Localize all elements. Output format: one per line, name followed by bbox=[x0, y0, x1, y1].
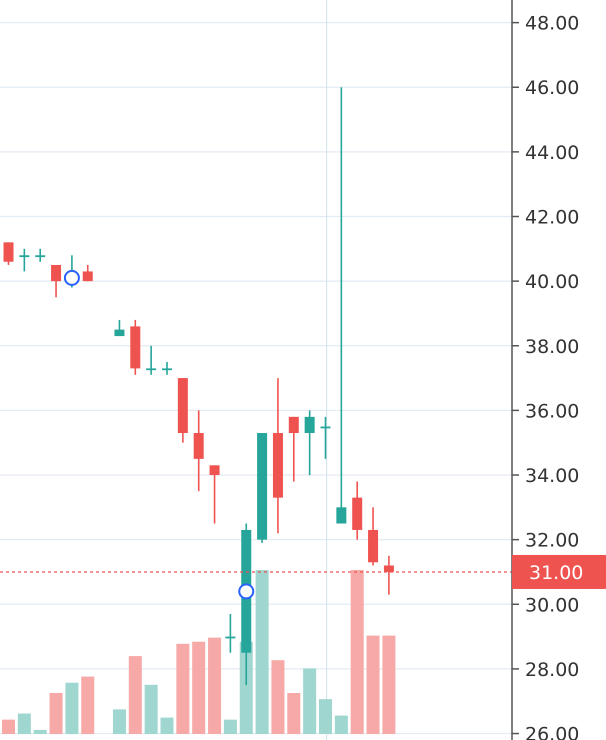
volume-bar bbox=[303, 668, 317, 734]
candle-body[interactable] bbox=[272, 433, 283, 498]
y-tick-label: 34.00 bbox=[525, 465, 579, 487]
volume-bars bbox=[2, 570, 396, 734]
volume-bar bbox=[366, 635, 380, 734]
volume-bar bbox=[255, 570, 269, 734]
y-tick-label: 26.00 bbox=[525, 724, 579, 740]
candle-body[interactable] bbox=[3, 242, 14, 262]
marker-circle[interactable] bbox=[63, 269, 80, 286]
y-tick-label: 30.00 bbox=[525, 594, 579, 616]
volume-bar bbox=[271, 660, 285, 734]
y-tick-label: 48.00 bbox=[525, 13, 579, 35]
markers bbox=[63, 269, 255, 600]
candle-body[interactable] bbox=[304, 416, 315, 434]
y-tick-label: 44.00 bbox=[525, 142, 579, 164]
candle-body[interactable] bbox=[336, 507, 347, 524]
volume-bar bbox=[65, 682, 79, 734]
volume-bar bbox=[287, 693, 301, 734]
y-tick-label: 38.00 bbox=[525, 336, 579, 358]
candle-body[interactable] bbox=[257, 433, 268, 540]
volume-bar bbox=[81, 676, 95, 734]
grid-lines bbox=[0, 22, 512, 735]
y-tick-label: 32.00 bbox=[525, 530, 579, 552]
volume-bar bbox=[223, 719, 237, 734]
volume-bar bbox=[350, 570, 364, 734]
volume-bar bbox=[319, 699, 332, 734]
candle-body[interactable] bbox=[209, 465, 220, 476]
candle-body[interactable] bbox=[35, 255, 46, 258]
y-tick-label: 40.00 bbox=[525, 271, 579, 293]
price-axis[interactable]: 26.00 28.00 30.00 32.00 34.00 36.00 38.00 40.00… bbox=[511, 0, 606, 740]
candle-body[interactable] bbox=[19, 255, 30, 258]
candle-body[interactable] bbox=[383, 565, 394, 572]
volume-bar bbox=[208, 637, 222, 734]
last-price-label: 31.00 bbox=[529, 562, 583, 584]
y-tick-label: 42.00 bbox=[525, 207, 579, 229]
candle-body[interactable] bbox=[288, 416, 299, 434]
candle-body[interactable] bbox=[130, 326, 141, 369]
volume-bar bbox=[49, 693, 63, 734]
candle-body[interactable] bbox=[162, 368, 172, 371]
candle-body[interactable] bbox=[352, 497, 363, 530]
candle-body[interactable] bbox=[177, 378, 188, 434]
candle-body[interactable] bbox=[146, 368, 157, 371]
volume-bar bbox=[192, 641, 206, 734]
volume-bar bbox=[17, 713, 31, 734]
candle-body[interactable] bbox=[320, 426, 331, 429]
volume-bar bbox=[160, 717, 174, 734]
y-tick-label: 28.00 bbox=[525, 659, 579, 681]
volume-bar bbox=[239, 641, 253, 734]
volume-bar bbox=[2, 719, 15, 734]
volume-bar bbox=[176, 643, 190, 734]
y-tick-label: 36.00 bbox=[525, 400, 579, 422]
marker-circle[interactable] bbox=[238, 583, 255, 600]
volume-bar bbox=[112, 709, 126, 734]
candles bbox=[3, 87, 394, 686]
candle-body[interactable] bbox=[368, 529, 379, 563]
volume-bar bbox=[334, 715, 348, 734]
candle-body[interactable] bbox=[114, 329, 125, 337]
candle-body[interactable] bbox=[51, 264, 62, 282]
candle-body[interactable] bbox=[193, 433, 204, 459]
volume-bar bbox=[128, 656, 142, 734]
candle-body[interactable] bbox=[225, 636, 236, 639]
volume-bar bbox=[33, 729, 47, 734]
volume-bar bbox=[382, 635, 396, 734]
volume-bar bbox=[144, 684, 158, 734]
y-tick-label: 46.00 bbox=[525, 77, 579, 99]
last-price-badge bbox=[512, 554, 606, 589]
candle-body[interactable] bbox=[82, 271, 93, 282]
